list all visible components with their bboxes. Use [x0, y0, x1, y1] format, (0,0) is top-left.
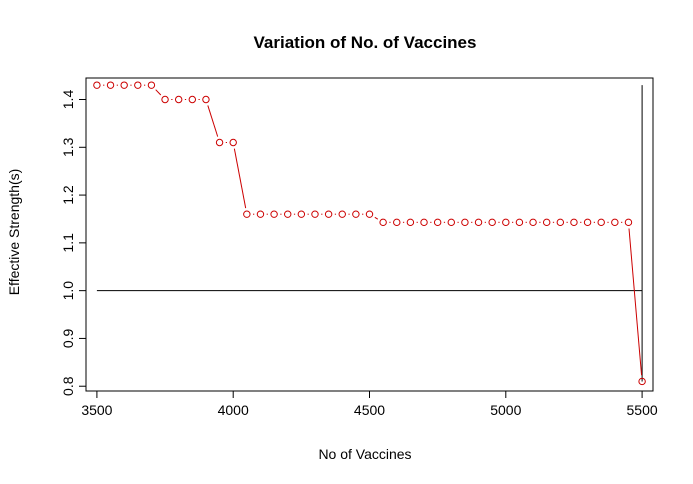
data-point	[106, 81, 115, 89]
data-point	[324, 210, 333, 218]
x-tick-label: 4000	[218, 402, 249, 418]
series-segment	[233, 148, 247, 209]
reference-lines	[96, 85, 643, 382]
data-point	[447, 218, 455, 227]
data-point	[270, 210, 278, 218]
data-point	[338, 210, 346, 218]
y-tick-label: 1.1	[60, 233, 76, 253]
series-segment	[628, 228, 643, 376]
data-point	[474, 218, 483, 227]
data-point	[93, 81, 101, 89]
y-tick-label: 1.2	[60, 185, 76, 205]
data-point	[215, 138, 224, 147]
data-point	[120, 81, 128, 89]
series-segment	[374, 216, 379, 220]
data-point	[379, 218, 387, 227]
data-point	[420, 218, 428, 227]
chart-title: Variation of No. of Vaccines	[254, 33, 477, 52]
x-axis-label: No of Vaccines	[318, 446, 411, 462]
y-tick-label: 0.9	[60, 328, 76, 348]
data-point	[311, 210, 319, 218]
data-point	[406, 218, 415, 227]
data-point	[147, 81, 156, 89]
y-axis-label: Effective Strength(s)	[6, 169, 22, 296]
y-tick-label: 1.4	[60, 90, 76, 110]
data-point	[583, 218, 592, 227]
data-point	[611, 218, 619, 227]
data-point	[433, 218, 442, 227]
data-point	[597, 218, 605, 227]
x-tick-label: 4500	[354, 402, 385, 418]
y-tick-label: 0.8	[60, 376, 76, 396]
data-point	[393, 218, 401, 227]
data-point	[256, 210, 265, 218]
x-tick-label: 3500	[81, 402, 112, 418]
data-point	[570, 218, 578, 227]
x-axis: 3500 4000 4500 5000 5500	[81, 390, 658, 418]
data-point	[542, 218, 551, 227]
data-point	[529, 218, 537, 227]
data-point	[243, 210, 251, 218]
data-point	[461, 218, 469, 227]
data-point	[624, 218, 633, 227]
data-point	[297, 210, 306, 218]
x-tick-label: 5500	[627, 402, 658, 418]
y-tick-label: 1.0	[60, 281, 76, 301]
data-point	[174, 95, 183, 104]
data-point	[352, 210, 360, 218]
data-point	[515, 218, 524, 227]
data-point	[229, 138, 237, 147]
data-point	[502, 218, 510, 227]
data-point	[365, 210, 374, 218]
series-segment	[207, 105, 219, 137]
series-line-segments	[103, 84, 643, 376]
series-points	[93, 81, 646, 386]
series-segment	[155, 89, 162, 96]
data-point	[202, 95, 210, 104]
data-point	[556, 218, 565, 227]
y-tick-label: 1.3	[60, 137, 76, 157]
y-axis: 0.8 0.9 1.0 1.1 1.2 1.3 1.4	[60, 90, 87, 396]
data-point	[638, 377, 646, 386]
data-point	[284, 210, 292, 218]
data-point	[188, 95, 197, 104]
x-tick-label: 5000	[490, 402, 521, 418]
data-point	[488, 218, 496, 227]
data-point	[161, 95, 169, 104]
data-point	[134, 81, 142, 89]
